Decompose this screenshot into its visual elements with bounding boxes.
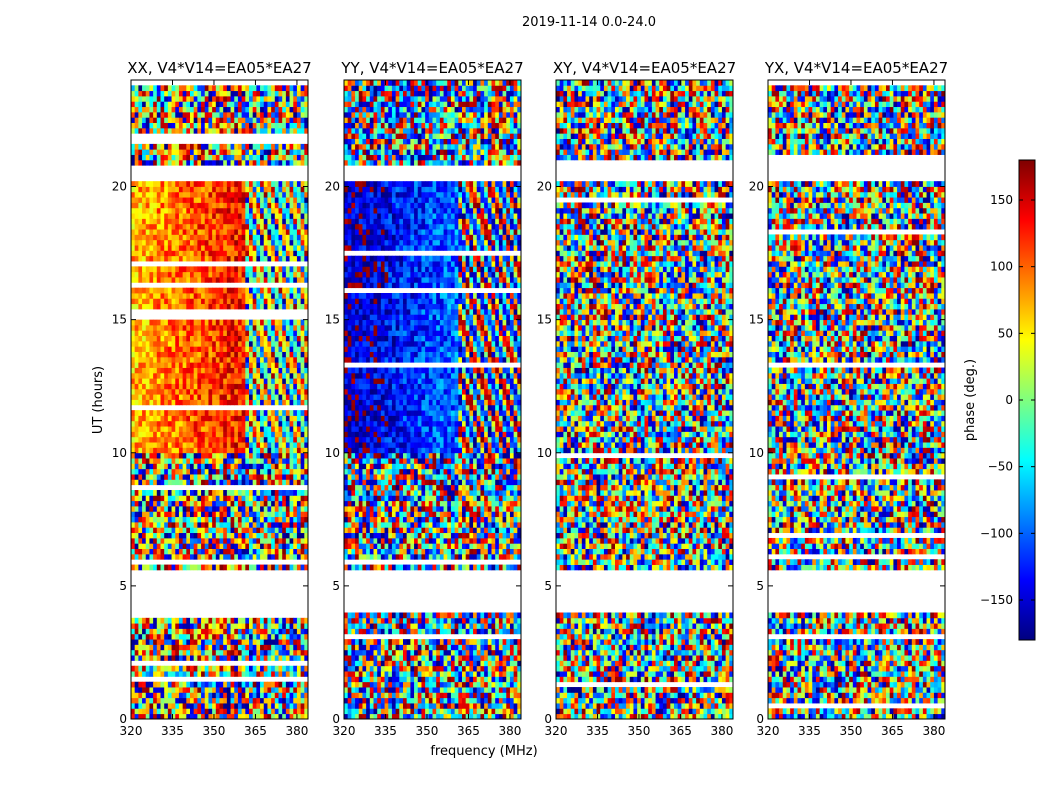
colorbar-label: phase (deg.) (963, 359, 978, 441)
colorbar-tick-label: 100 (990, 260, 1013, 274)
x-tick-label: 380 (710, 724, 733, 738)
panel-frame (555, 79, 734, 720)
x-tick-label: 320 (120, 724, 143, 738)
x-tick-label: 350 (628, 724, 651, 738)
colorbar-tick-label: 50 (998, 326, 1013, 340)
panel-3: YX, V4*V14=EA05*EA27 320 335 350 365 380 0 5 10 1… (749, 59, 948, 738)
y-tick-label: 20 (537, 180, 552, 194)
heatmap-cells (344, 80, 522, 720)
x-tick-label: 365 (669, 724, 692, 738)
x-tick-label: 335 (586, 724, 609, 738)
y-tick-label: 0 (544, 712, 552, 726)
y-tick-label: 15 (749, 313, 764, 327)
x-tick-label: 350 (203, 724, 226, 738)
x-tick-label: 320 (545, 724, 568, 738)
y-tick-label: 15 (325, 313, 340, 327)
y-tick-label: 20 (749, 180, 764, 194)
colorbar: −150 −100 −50 0 50 100 150 phase (deg.) (963, 159, 1036, 641)
y-tick-label: 20 (325, 180, 340, 194)
panel-frame (343, 79, 522, 720)
panel-0: XX, V4*V14=EA05*EA27 320 335 350 365 380 0 5 10 1… (112, 59, 312, 738)
panel-2: XY, V4*V14=EA05*EA27 320 335 350 365 380 0 5 10 1… (537, 59, 736, 738)
y-tick-label: 15 (112, 313, 127, 327)
figure-suptitle: 2019-11-14 0.0-24.0 (522, 15, 656, 30)
y-tick-label: 5 (119, 579, 127, 593)
x-tick-label: 335 (374, 724, 397, 738)
x-tick-label: 365 (881, 724, 904, 738)
x-tick-label: 380 (922, 724, 945, 738)
heatmap-cells (131, 85, 309, 720)
heatmap-cells (556, 80, 734, 720)
colorbar-tick-label: −100 (980, 526, 1013, 540)
x-tick-label: 365 (457, 724, 480, 738)
x-tick-label: 350 (840, 724, 863, 738)
x-tick-label: 320 (757, 724, 780, 738)
panels-group: XX, V4*V14=EA05*EA27 320 335 350 365 380 0 5 10 1… (112, 59, 948, 738)
y-tick-label: 10 (325, 446, 340, 460)
panel-title: YX, V4*V14=EA05*EA27 (764, 59, 948, 77)
x-tick-label: 380 (498, 724, 521, 738)
colorbar-ticks: −150 −100 −50 0 50 100 150 (980, 193, 1035, 607)
y-tick-label: 15 (537, 313, 552, 327)
x-tick-label: 380 (285, 724, 308, 738)
x-tick-label: 320 (333, 724, 356, 738)
colorbar-tick-label: 0 (1005, 393, 1013, 407)
x-tick-label: 350 (416, 724, 439, 738)
x-tick-label: 335 (161, 724, 184, 738)
x-tick-label: 335 (798, 724, 821, 738)
y-tick-label: 5 (544, 579, 552, 593)
y-tick-label: 5 (756, 579, 764, 593)
y-tick-label: 0 (332, 712, 340, 726)
heatmap-cells (768, 85, 946, 720)
y-tick-label: 10 (537, 446, 552, 460)
panel-1: YY, V4*V14=EA05*EA27 320 335 350 365 380 0 5 10 1… (325, 59, 524, 738)
panel-title: YY, V4*V14=EA05*EA27 (340, 59, 523, 77)
panel-title: XX, V4*V14=EA05*EA27 (127, 59, 311, 77)
colorbar-tick-label: 150 (990, 193, 1013, 207)
colorbar-tick-label: −50 (988, 460, 1013, 474)
y-tick-label: 5 (332, 579, 340, 593)
y-tick-label: 20 (112, 180, 127, 194)
x-axis-label: frequency (MHz) (430, 744, 537, 759)
panel-frame (767, 79, 946, 720)
y-tick-label: 0 (756, 712, 764, 726)
y-tick-label: 0 (119, 712, 127, 726)
y-tick-label: 10 (112, 446, 127, 460)
panel-frame (130, 79, 309, 720)
colorbar-tick-label: −150 (980, 593, 1013, 607)
x-tick-label: 365 (244, 724, 267, 738)
y-tick-label: 10 (749, 446, 764, 460)
y-axis-label: UT (hours) (91, 366, 106, 434)
panel-title: XY, V4*V14=EA05*EA27 (553, 59, 736, 77)
